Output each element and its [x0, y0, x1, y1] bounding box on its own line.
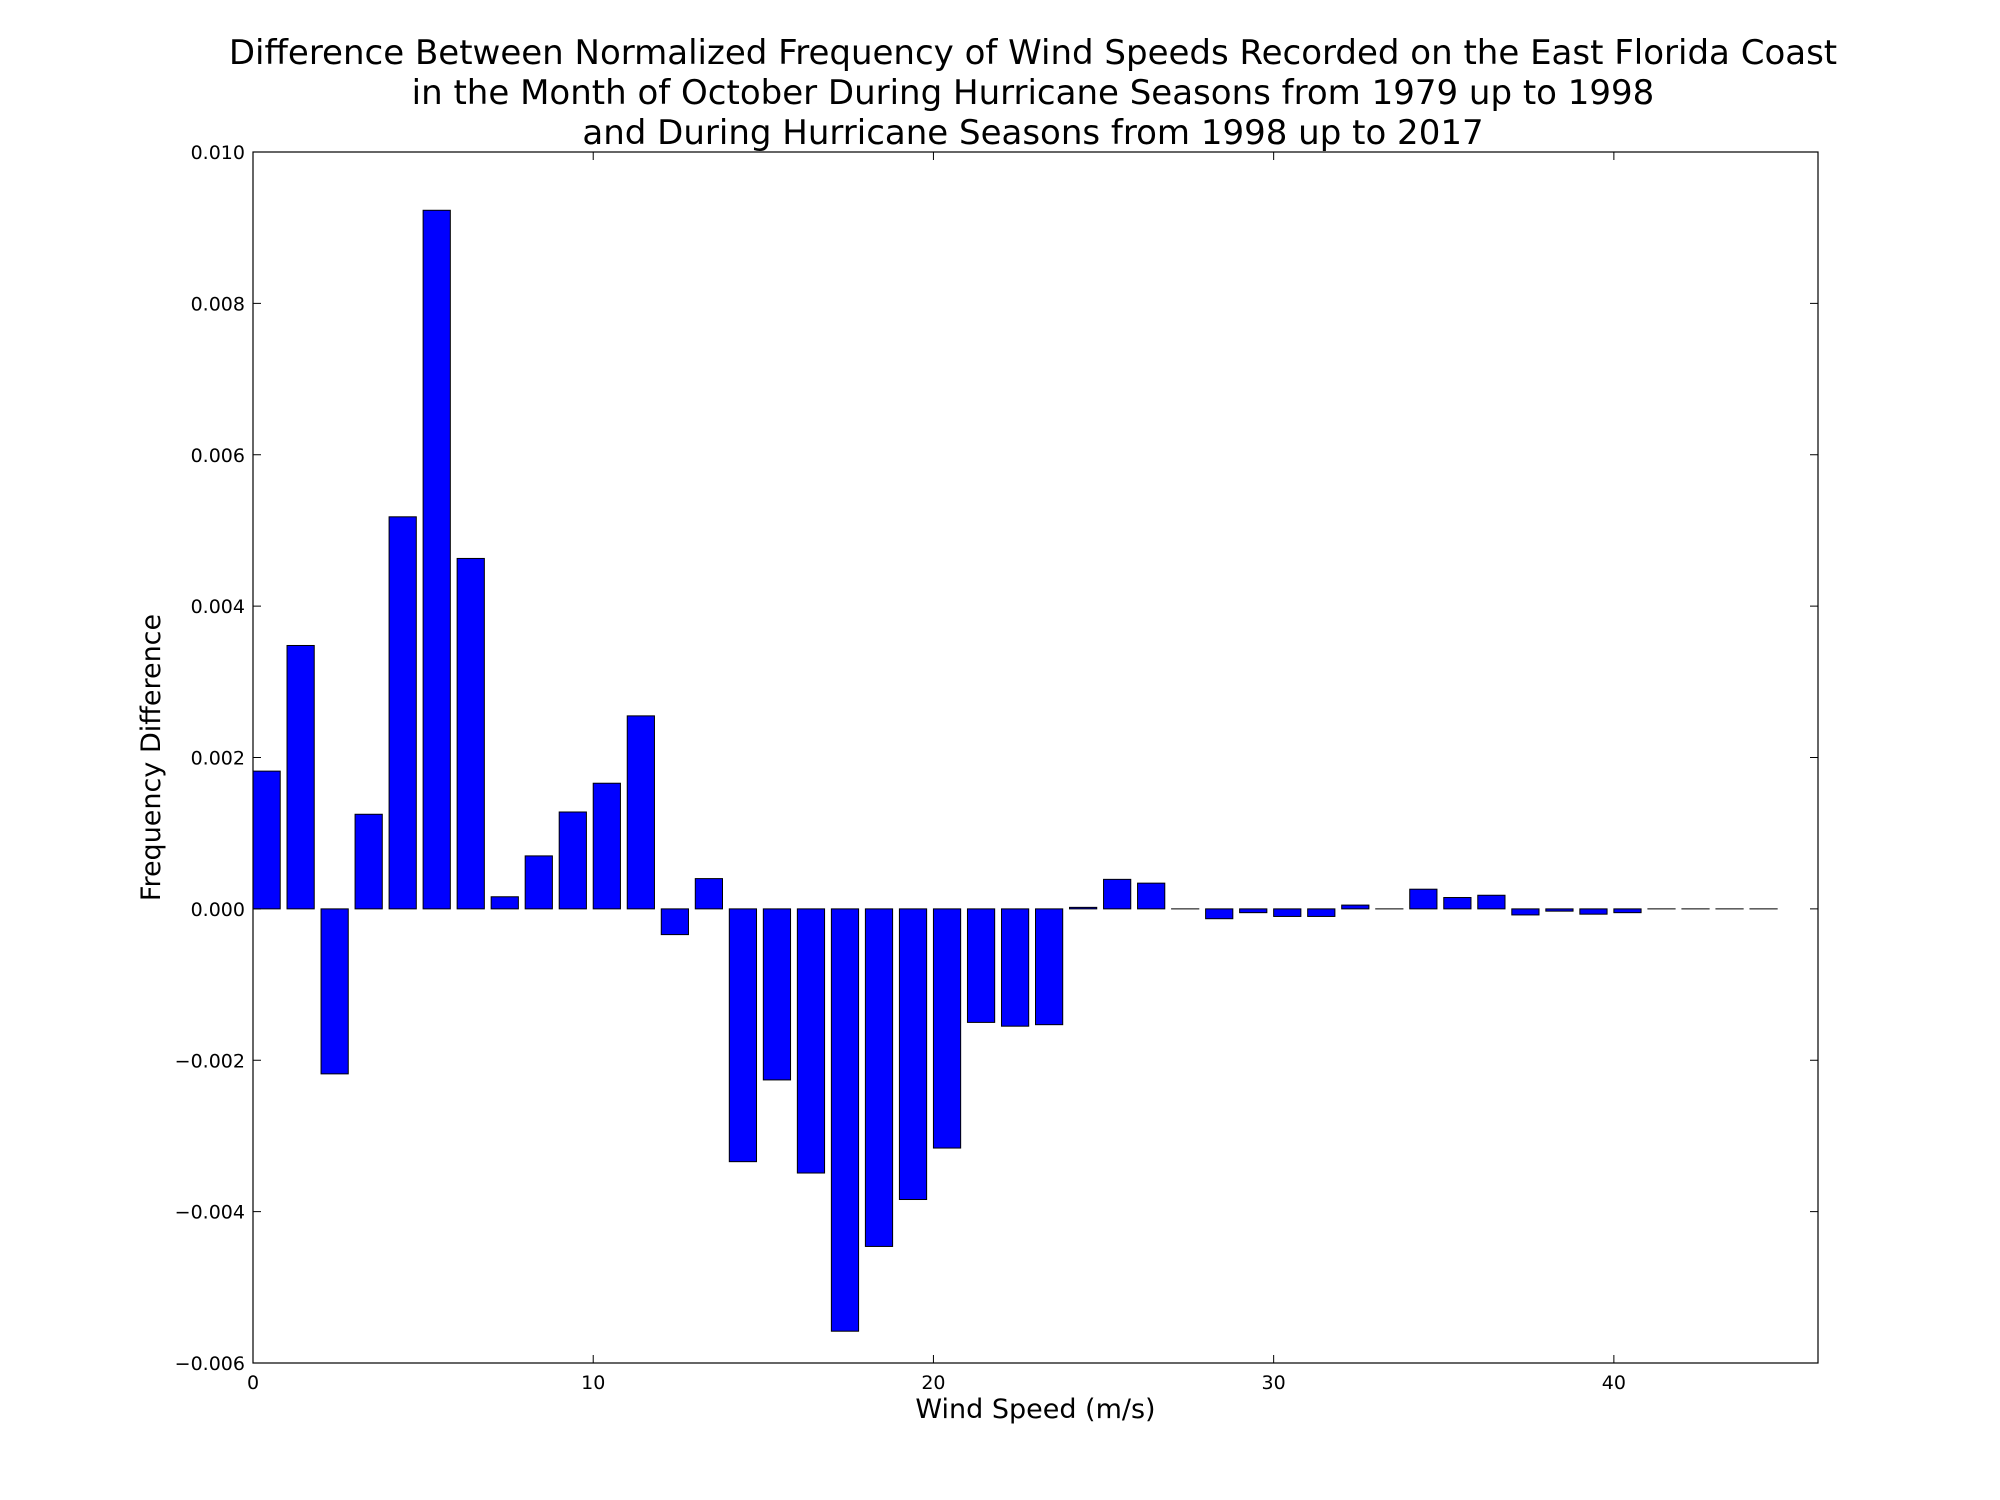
chart-title-line-3: and During Hurricane Seasons from 1998 u… [582, 113, 1483, 153]
bar-5 [422, 209, 451, 910]
bar-26 [1137, 882, 1166, 910]
bar-15 [762, 908, 792, 1081]
bar-7 [490, 896, 519, 910]
bar-6 [456, 557, 485, 910]
chart-title-line-1: Difference Between Normalized Frequency … [229, 33, 1837, 73]
bar-34 [1409, 888, 1438, 910]
bar-28 [1205, 908, 1234, 920]
bar-29 [1239, 908, 1268, 914]
chart-title: Difference Between Normalized Frequency … [229, 33, 1837, 153]
bar-3 [354, 813, 383, 910]
chart-title-line-2: in the Month of October During Hurricane… [412, 73, 1655, 113]
bar-23 [1035, 908, 1064, 1026]
plot-area-frame [252, 151, 1819, 1364]
bar-21 [966, 908, 996, 1023]
bar-37 [1511, 908, 1540, 916]
x-tick-label-30: 30 [1262, 1372, 1286, 1394]
bar-36 [1477, 894, 1506, 910]
bar-9 [558, 811, 587, 910]
bar-35 [1443, 897, 1472, 910]
bar-20 [932, 908, 962, 1149]
bar-13 [694, 878, 723, 910]
bar-10 [592, 782, 621, 910]
bar-8 [524, 855, 553, 910]
y-tick-label-2: −0.002 [175, 1050, 245, 1072]
y-tick-label-5: 0.004 [191, 596, 245, 618]
bar-2 [320, 908, 349, 1075]
bar-14 [728, 908, 758, 1163]
bar-11 [626, 715, 655, 910]
y-tick-label-0: −0.006 [175, 1353, 245, 1375]
bar-19 [898, 908, 928, 1201]
y-axis-label: Frequency Difference [136, 614, 167, 901]
bar-39 [1579, 908, 1608, 915]
y-tick-label-1: −0.004 [175, 1202, 245, 1224]
bar-series [252, 209, 1778, 1332]
bar-40 [1613, 908, 1642, 914]
y-tick-label-3: 0.000 [191, 899, 245, 921]
bar-25 [1103, 878, 1132, 910]
x-tick-label-10: 10 [581, 1372, 605, 1394]
y-tick-label-6: 0.006 [191, 445, 245, 467]
bar-22 [1000, 908, 1030, 1027]
bar-17 [830, 908, 860, 1332]
bar-32 [1341, 904, 1370, 910]
bar-31 [1307, 908, 1336, 917]
bar-24 [1069, 906, 1098, 910]
y-tick-label-4: 0.002 [191, 748, 245, 770]
bar-0 [252, 770, 281, 910]
bar-16 [796, 908, 826, 1174]
bar-1 [286, 644, 315, 910]
bar-38 [1545, 908, 1574, 912]
bar-18 [864, 908, 894, 1247]
y-tick-label-7: 0.008 [191, 293, 245, 315]
x-tick-label-20: 20 [921, 1372, 945, 1394]
x-axis-label: Wind Speed (m/s) [915, 1394, 1155, 1425]
axis-ticks: 0 10 20 30 40 −0.006 −0.004 −0.002 0.000 0.002 0.0… [175, 142, 1818, 1394]
bar-30 [1273, 908, 1302, 917]
bar-12 [660, 908, 689, 936]
bar-4 [388, 516, 417, 910]
x-tick-label-0: 0 [247, 1372, 259, 1394]
y-tick-label-8: 0.010 [191, 142, 245, 164]
x-tick-label-40: 40 [1602, 1372, 1626, 1394]
